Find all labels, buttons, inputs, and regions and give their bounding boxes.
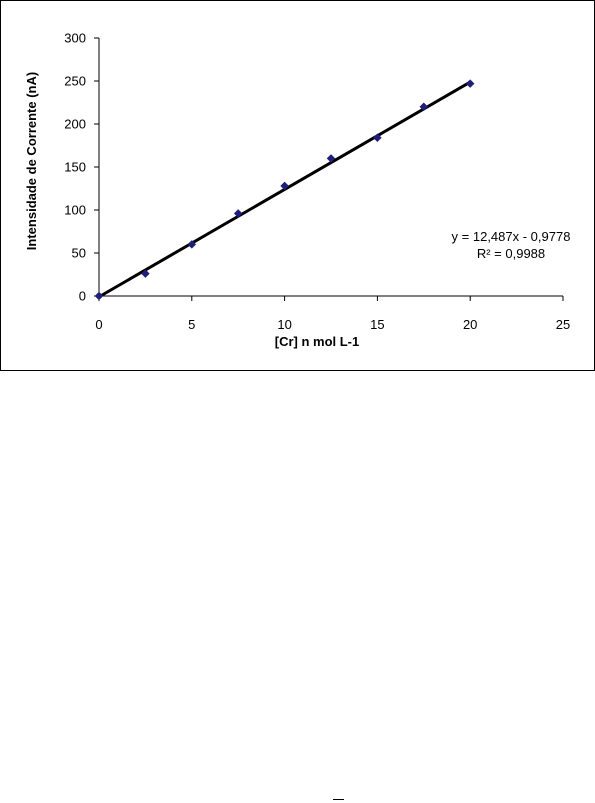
data-point — [419, 102, 429, 112]
page-footer-mark — [333, 799, 344, 800]
data-point — [280, 181, 289, 191]
data-point — [326, 154, 336, 163]
r-squared-label: R² = 0,9988 — [477, 246, 545, 261]
x-tick-label: 20 — [463, 317, 477, 332]
x-tick-label: 25 — [556, 317, 570, 332]
y-tick-label: 100 — [64, 203, 86, 218]
y-tick-label: 300 — [64, 31, 86, 46]
data-point — [465, 79, 475, 88]
axes: 0 50 100 150 200 250 300 0 5 10 15 20 25 — [64, 31, 570, 333]
y-tick-label: 250 — [64, 74, 86, 89]
x-tick-label: 10 — [277, 317, 291, 332]
data-point — [233, 209, 243, 218]
y-axis-title: Intensidade de Corrente (nA) — [24, 72, 39, 250]
chart-canvas: 0 50 100 150 200 250 300 0 5 10 15 20 25 Intensidade… — [0, 0, 595, 371]
x-axis-title: [Cr] n mol L-1 — [275, 334, 360, 349]
y-tick-label: 0 — [79, 289, 86, 304]
y-tick-label: 150 — [64, 160, 86, 175]
calibration-chart: 0 50 100 150 200 250 300 0 5 10 15 20 25 Intensidade… — [0, 0, 595, 372]
points-layer — [94, 79, 475, 301]
x-tick-label: 15 — [370, 317, 384, 332]
chart-border — [0, 0, 595, 371]
data-point — [94, 291, 104, 301]
x-tick-label: 5 — [188, 317, 195, 332]
trendline-equation: y = 12,487x - 0,9778 — [452, 229, 571, 244]
x-tick-label: 0 — [95, 317, 102, 332]
data-point — [187, 240, 197, 249]
y-tick-label: 200 — [64, 117, 86, 132]
data-point — [141, 269, 150, 278]
data-point — [373, 133, 382, 143]
y-tick-label: 50 — [72, 246, 86, 261]
text-layer: Intensidade de Corrente (nA) [Cr] n mol … — [24, 72, 570, 349]
